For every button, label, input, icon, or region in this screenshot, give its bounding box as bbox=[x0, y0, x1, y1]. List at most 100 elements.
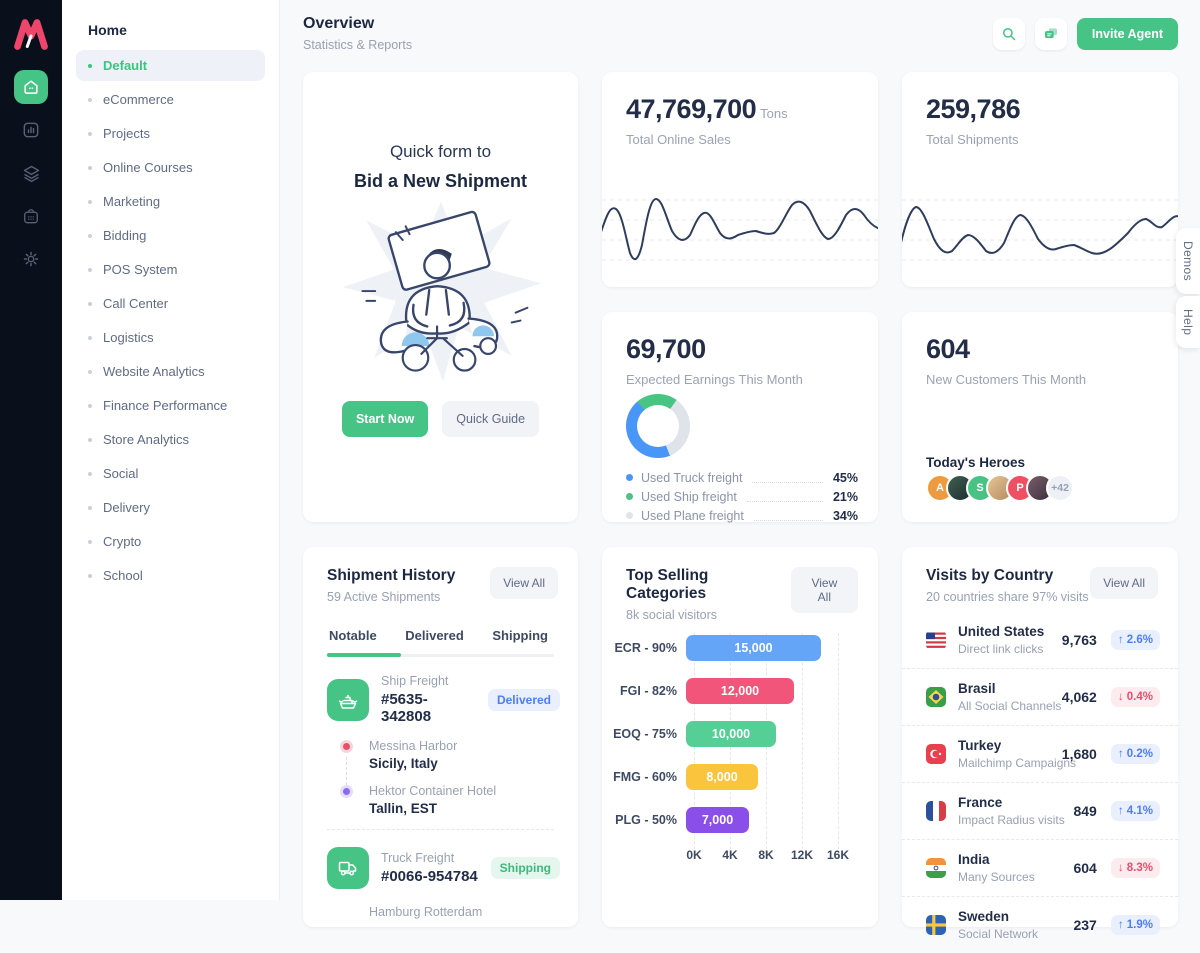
plane-legend-dot bbox=[626, 512, 633, 519]
route-stop-clipped: Hamburg Rotterdam bbox=[369, 905, 483, 919]
route-stop: Messina Harbor Sicily, Italy bbox=[343, 739, 578, 771]
sidebar-item-delivery[interactable]: Delivery bbox=[76, 492, 265, 523]
history-view-all-button[interactable]: View All bbox=[490, 567, 558, 599]
change-badge: ↑ 0.2% bbox=[1110, 744, 1160, 764]
sidebar-item-call-center[interactable]: Call Center bbox=[76, 288, 265, 319]
sidebar-item-marketing[interactable]: Marketing bbox=[76, 186, 265, 217]
shipment-history-card: Shipment History 59 Active Shipments Vie… bbox=[303, 547, 578, 927]
total-shipments-value: 259,786 bbox=[926, 94, 1021, 124]
bullet-icon bbox=[88, 97, 92, 102]
sidebar-item-pos-system[interactable]: POS System bbox=[76, 254, 265, 285]
tab-track bbox=[327, 653, 554, 657]
country-row: United States Direct link clicks 9,763 ↑… bbox=[902, 612, 1178, 669]
rail-home-button[interactable] bbox=[14, 70, 48, 104]
tab-shipping[interactable]: Shipping bbox=[492, 628, 548, 643]
bullet-icon bbox=[88, 335, 92, 340]
shipment-type: Ship Freight bbox=[381, 674, 449, 688]
layers-icon bbox=[23, 165, 39, 182]
shipment-id: #0066-954784 bbox=[381, 868, 478, 885]
avatar-overflow-count[interactable]: +42 bbox=[1046, 474, 1074, 502]
bullet-icon bbox=[88, 539, 92, 544]
start-now-button[interactable]: Start Now bbox=[341, 401, 429, 437]
change-badge: ↓ 0.4% bbox=[1110, 687, 1160, 707]
categories-title: Top Selling Categories bbox=[626, 567, 709, 602]
sidebar-item-projects[interactable]: Projects bbox=[76, 118, 265, 149]
visits-by-country-card: Visits by Country 20 countries share 97%… bbox=[902, 547, 1178, 941]
help-tab[interactable]: Help bbox=[1176, 296, 1200, 349]
online-sales-sparkline bbox=[602, 197, 878, 261]
route-connector bbox=[346, 757, 347, 790]
tab-notable[interactable]: Notable bbox=[329, 628, 377, 643]
turkey-flag-icon bbox=[926, 744, 946, 764]
chat-icon bbox=[1044, 27, 1057, 38]
app-logo[interactable] bbox=[13, 16, 49, 50]
rail-orders-button[interactable] bbox=[14, 199, 48, 233]
truck-icon bbox=[338, 861, 357, 876]
shipment-id: #5635-342808 bbox=[381, 691, 432, 725]
status-badge: Shipping bbox=[490, 857, 560, 879]
expected-earnings-card: 69,700 Expected Earnings This Month Used… bbox=[602, 312, 878, 525]
change-badge: ↑ 2.6% bbox=[1110, 630, 1160, 650]
shipment-entry: Truck Freight #0066-954784 Shipping bbox=[303, 847, 578, 889]
france-flag-icon bbox=[926, 801, 946, 821]
sweden-flag-icon bbox=[926, 915, 946, 935]
page-header: Overview Statistics & Reports Invite Age… bbox=[303, 15, 1178, 52]
bar-chart-icon bbox=[23, 122, 39, 138]
search-button[interactable] bbox=[992, 17, 1025, 50]
change-badge: ↓ 8.3% bbox=[1110, 858, 1160, 878]
sidebar-item-website-analytics[interactable]: Website Analytics bbox=[76, 356, 265, 387]
quick-form-line1: Quick form to bbox=[389, 142, 492, 161]
rail-settings-button[interactable] bbox=[14, 242, 48, 276]
sidebar: Home Default eCommerce Projects Online C… bbox=[62, 0, 280, 900]
sidebar-item-ecommerce[interactable]: eCommerce bbox=[76, 84, 265, 115]
sidebar-item-finance-performance[interactable]: Finance Performance bbox=[76, 390, 265, 421]
change-badge: ↑ 1.9% bbox=[1110, 915, 1160, 935]
sidebar-item-school[interactable]: School bbox=[76, 560, 265, 591]
bar-row: PLG - 50% 7,000 bbox=[602, 807, 878, 833]
online-sales-unit: Tons bbox=[760, 106, 788, 121]
bullet-icon bbox=[88, 267, 92, 272]
up-arrow-icon: ↑ bbox=[1117, 634, 1124, 646]
bar-plg: 7,000 bbox=[686, 807, 749, 833]
rail-layers-button[interactable] bbox=[14, 156, 48, 190]
categories-view-all-button[interactable]: View All bbox=[790, 567, 858, 613]
sidebar-item-online-courses[interactable]: Online Courses bbox=[76, 152, 265, 183]
quick-guide-button[interactable]: Quick Guide bbox=[442, 401, 540, 437]
customers-label: New Customers This Month bbox=[926, 372, 1087, 387]
page-title: Overview bbox=[303, 15, 375, 32]
sidebar-item-social[interactable]: Social bbox=[76, 458, 265, 489]
sidebar-item-logistics[interactable]: Logistics bbox=[76, 322, 265, 353]
page-subtitle: Statistics & Reports bbox=[303, 38, 413, 52]
bar-row: FMG - 60% 8,000 bbox=[602, 764, 878, 790]
shipment-type: Truck Freight bbox=[381, 851, 455, 865]
india-flag-icon bbox=[926, 858, 946, 878]
rail-analytics-button[interactable] bbox=[14, 113, 48, 147]
messages-button[interactable] bbox=[1034, 17, 1067, 50]
bullet-icon bbox=[88, 63, 92, 68]
freight-donut-chart bbox=[626, 394, 690, 458]
bar-ecr: 15,000 bbox=[686, 635, 821, 661]
bullet-icon bbox=[88, 199, 92, 204]
divider bbox=[327, 829, 554, 830]
sidebar-item-bidding[interactable]: Bidding bbox=[76, 220, 265, 251]
heroes-avatars: A S P +42 bbox=[926, 474, 1074, 502]
sidebar-item-default[interactable]: Default bbox=[76, 50, 265, 81]
bar-eoq: 10,000 bbox=[686, 721, 776, 747]
search-icon bbox=[1002, 27, 1016, 40]
country-row: Brasil All Social Channels 4,062 ↓ 0.4% bbox=[902, 669, 1178, 726]
bullet-icon bbox=[88, 403, 92, 408]
total-shipments-sparkline bbox=[902, 199, 1178, 261]
sidebar-item-crypto[interactable]: Crypto bbox=[76, 526, 265, 557]
earnings-label: Expected Earnings This Month bbox=[626, 372, 803, 387]
demos-tab[interactable]: Demos bbox=[1176, 228, 1200, 295]
shipment-route: Messina Harbor Sicily, Italy Hektor Cont… bbox=[343, 739, 578, 816]
invite-agent-button[interactable]: Invite Agent bbox=[1076, 17, 1178, 50]
destination-marker-icon bbox=[343, 788, 350, 795]
visits-view-all-button[interactable]: View All bbox=[1090, 567, 1158, 599]
country-row: Sweden Social Network 237 ↑ 1.9% bbox=[902, 897, 1178, 953]
sidebar-item-store-analytics[interactable]: Store Analytics bbox=[76, 424, 265, 455]
legend-row: Used Truck freight 45% bbox=[626, 468, 858, 487]
legend-row: Used Plane freight 34% bbox=[626, 506, 858, 525]
customers-value: 604 bbox=[926, 334, 970, 364]
tab-delivered[interactable]: Delivered bbox=[405, 628, 464, 643]
